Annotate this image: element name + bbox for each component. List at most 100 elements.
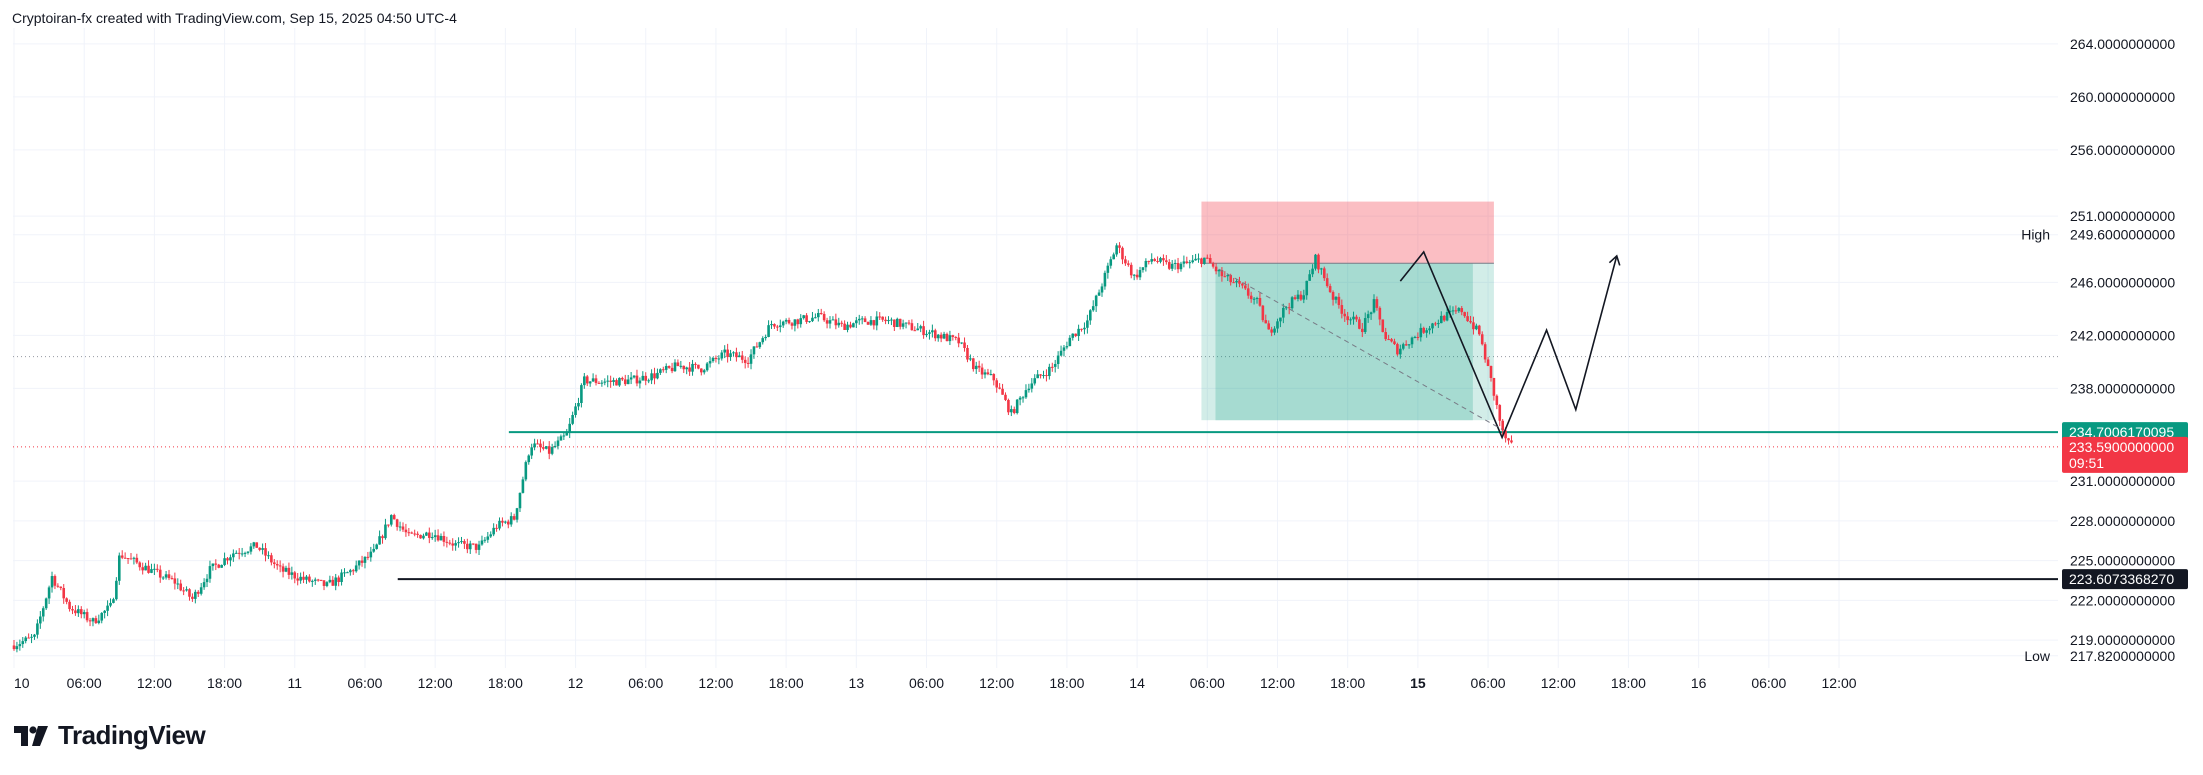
x-tick-label: 12:00 [1260,675,1295,691]
candle-body [1156,260,1159,262]
candle-body [550,447,554,454]
x-tick-label: 06:00 [1471,675,1506,691]
candle-body [284,567,288,572]
candle-body [156,568,159,570]
candle-body [852,323,855,328]
candle-body [1314,254,1317,269]
candle-body [109,602,112,606]
candle-body [518,492,522,509]
candle-body [331,579,335,586]
candle-body [1413,336,1417,338]
candle-body [647,380,650,382]
candle-body [726,349,729,358]
candle-body [1293,297,1297,299]
candle-body [1390,339,1393,342]
candle-body [486,536,490,540]
candle-body [91,618,95,622]
candle-body [290,572,294,575]
candle-body [796,319,800,325]
candle-body [1144,260,1148,268]
candle-body [1252,298,1256,300]
candle-body [925,333,928,336]
candle-body [1352,316,1355,320]
y-tick-label: 225.0000000000 [2070,553,2175,569]
candle-body [77,609,80,614]
support-level-tag-text: 234.7006170095 [2069,424,2174,440]
drawing-annotations [1218,250,1621,440]
candle-body [1279,317,1282,322]
candle-body [697,364,700,369]
candle-body [626,379,630,385]
candle-body [688,367,691,372]
candle-body [404,529,408,533]
candle-body [755,346,759,348]
candle-body [512,516,516,520]
candle-body [1229,275,1232,283]
x-tick-label: 18:00 [207,675,242,691]
candle-body [65,598,68,602]
candle-body [509,516,513,525]
candle-body [679,365,683,367]
candle-body [85,612,89,621]
y-tick-label: 260.0000000000 [2070,89,2175,105]
last-price-tag [2062,436,2188,473]
x-tick-label: 06:00 [67,675,102,691]
candle-body [580,385,583,404]
candle-body [1273,328,1276,333]
candle-body [246,551,250,553]
candle-body [275,564,279,566]
candle-body [928,332,931,334]
candle-body [635,375,639,384]
candle-body [1358,319,1361,329]
candle-body [474,543,478,550]
candle-body [860,318,864,320]
candle-body [808,321,811,323]
candle-body [1311,268,1314,275]
candle-body [1048,366,1051,377]
candle-body [1381,319,1385,333]
candle-body [182,590,185,592]
candle-body [714,357,718,359]
y-tick-label: 249.6000000000 [2070,227,2175,243]
tradingview-logo[interactable]: TradingView [14,720,206,751]
candle-body [977,365,981,368]
candle-body [1094,295,1098,307]
candle-body [664,366,668,370]
candle-body [623,379,627,385]
candle-body [1425,330,1428,333]
candle-body [232,553,235,558]
candle-body [1179,263,1183,270]
x-tick-label: 11 [288,675,303,691]
candle-body [1083,327,1086,330]
candle-body [650,373,653,381]
candle-body [442,535,446,542]
candle-body [720,352,724,359]
candle-body [1182,261,1186,264]
candle-body [571,415,574,424]
candle-body [1100,286,1104,293]
candle-body [1296,294,1300,299]
candle-body [1238,280,1241,284]
candle-body [117,555,121,581]
candle-body [1062,347,1066,351]
candle-body [539,443,542,448]
y-tick-label: 231.0000000000 [2070,473,2175,489]
candle-body [1401,344,1405,349]
candle-body [249,546,253,552]
candle-body [1460,308,1464,313]
candle-body [369,551,373,558]
candle-body [1112,254,1115,260]
candle-body [357,560,361,566]
candle-body [223,558,226,565]
candle-body [313,579,317,581]
candle-body [196,591,200,594]
x-tick-label: 10 [14,675,30,691]
y-tick-label: 222.0000000000 [2070,592,2175,608]
candle-body [1012,409,1016,414]
candle-body [205,578,209,583]
candle-body [1325,278,1329,287]
candle-body [337,577,340,583]
candle-body [1176,262,1180,270]
candle-body [273,562,276,565]
